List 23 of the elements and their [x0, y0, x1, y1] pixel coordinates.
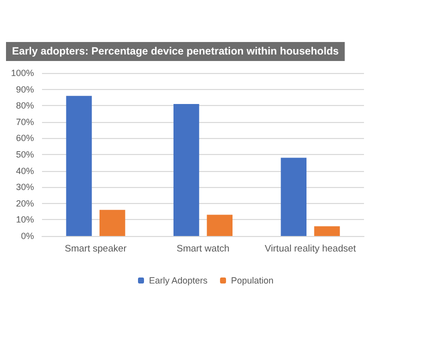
- y-tick-label: 100%: [10, 68, 34, 78]
- bar: [280, 158, 306, 236]
- y-tick-label: 10%: [16, 214, 34, 225]
- y-tick-label: 0%: [20, 231, 34, 241]
- bar: [206, 214, 233, 236]
- x-tick-label: Smart speaker: [64, 244, 127, 254]
- bar: [173, 104, 200, 236]
- chart-title: Early adopters: Percentage device penetration within households: [12, 46, 339, 58]
- y-tick-label: 60%: [16, 133, 34, 144]
- bar: [314, 226, 340, 236]
- y-tick-label: 90%: [16, 84, 34, 94]
- x-tick-label: Virtual reality headset: [264, 244, 356, 254]
- y-tick-label: 80%: [16, 100, 34, 111]
- y-tick-label: 30%: [16, 182, 34, 192]
- y-tick-label: 70%: [16, 116, 34, 127]
- y-tick-label: 50%: [16, 150, 34, 160]
- y-tick-label: 40%: [16, 166, 34, 176]
- legend-label: Population: [231, 276, 274, 286]
- legend-label: Early Adopters: [149, 276, 208, 286]
- bar: [100, 210, 126, 236]
- x-tick-label: Smart watch: [176, 244, 230, 254]
- bar: [66, 96, 92, 236]
- y-tick-label: 20%: [16, 198, 34, 208]
